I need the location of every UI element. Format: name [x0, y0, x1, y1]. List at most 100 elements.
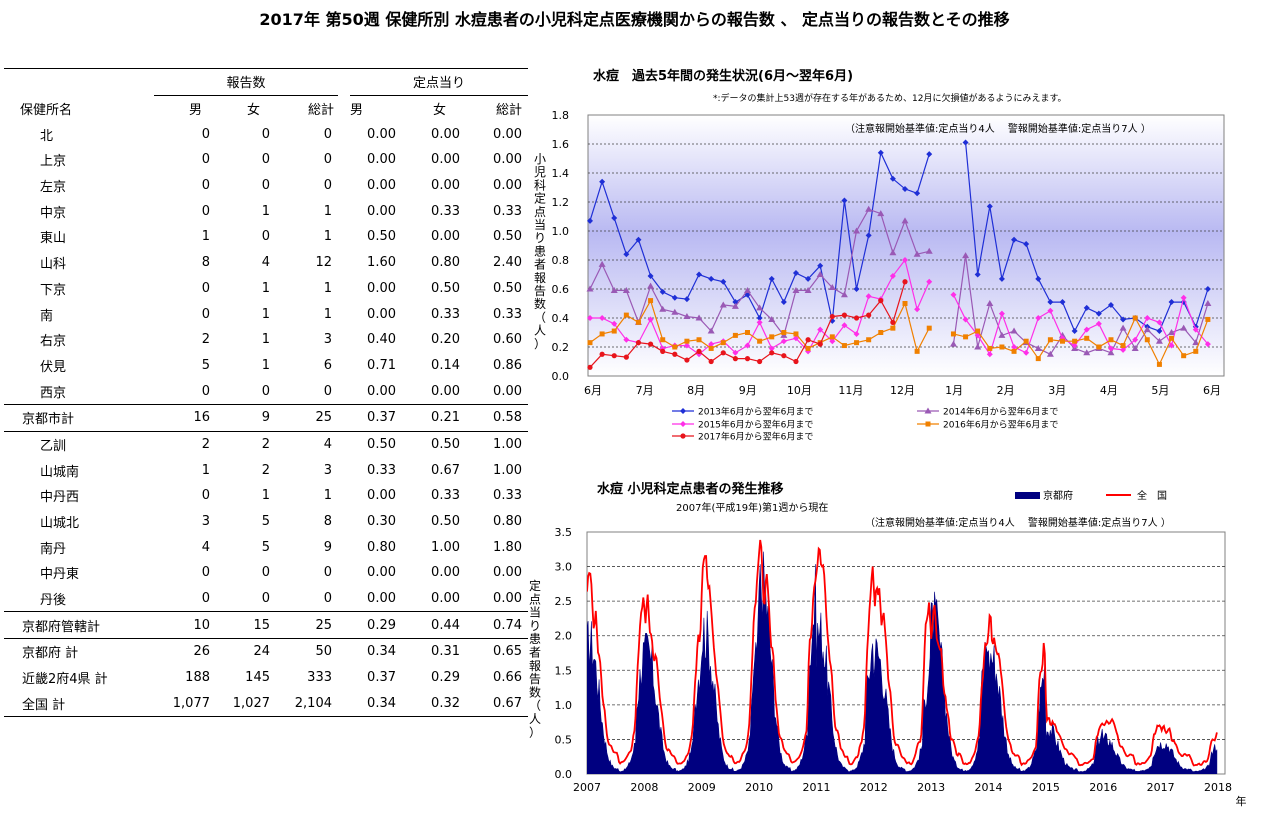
- data-point: [986, 351, 993, 358]
- data-point: [769, 334, 775, 340]
- data-point: [1143, 326, 1151, 333]
- cell-male: 1: [201, 462, 210, 478]
- data-point: [587, 364, 593, 370]
- data-point: [744, 286, 751, 293]
- series-2: [587, 257, 1211, 358]
- data-point: [816, 271, 824, 277]
- cell-per-female: 0.14: [431, 357, 460, 373]
- col-header-female: 女: [246, 103, 260, 119]
- cell-per-male: 0.00: [367, 126, 396, 142]
- table-row: 西京 0 0 0 0.00 0.00 0.00: [4, 378, 528, 404]
- cell-total: 50: [274, 638, 338, 665]
- data-point: [841, 322, 848, 329]
- data-point: [998, 331, 1006, 338]
- data-point: [1071, 342, 1078, 349]
- data-point: [1193, 348, 1199, 354]
- cell-female: 0: [261, 126, 270, 142]
- y-axis-label-char: 人: [534, 324, 546, 338]
- cell-per-male: 0.00: [367, 565, 396, 581]
- table-row: 右京 2 1 3 0.40 0.20 0.60: [4, 327, 528, 353]
- cell-male: 26: [154, 638, 214, 665]
- data-point: [611, 320, 618, 327]
- cell-per-total: 0.33: [493, 203, 522, 219]
- data-point: [1168, 342, 1175, 349]
- x-tick-label: 10月: [787, 384, 812, 397]
- series-4: [587, 279, 908, 370]
- row-name: 全国 計: [4, 690, 154, 718]
- cell-per-female: 0.31: [400, 638, 464, 665]
- row-name: 北: [40, 128, 54, 144]
- y-axis-label-char: 点: [529, 592, 541, 606]
- data-point: [708, 345, 714, 351]
- legend-item: 全 国: [1106, 489, 1167, 502]
- data-point: [1035, 356, 1041, 362]
- data-point: [865, 205, 873, 212]
- y-axis-label-char: 報: [529, 659, 541, 673]
- series-1: [586, 205, 1212, 357]
- cell-total: 0: [323, 126, 332, 142]
- cell-female: 0: [261, 152, 270, 168]
- data-point: [962, 252, 970, 259]
- row-name: 東山: [40, 231, 67, 247]
- cell-male: 0: [201, 203, 210, 219]
- cell-per-total: 0.67: [464, 690, 528, 718]
- data-point: [745, 330, 750, 335]
- legend-label: 2015年6月から翌年6月まで: [698, 419, 813, 431]
- data-point: [1059, 299, 1066, 306]
- data-point: [986, 203, 993, 210]
- data-point: [974, 271, 981, 278]
- data-point: [647, 341, 654, 347]
- y-axis-label-char: （: [529, 699, 541, 713]
- data-point: [659, 288, 666, 295]
- data-point: [587, 315, 593, 321]
- cell-female: 2: [214, 430, 274, 458]
- col-header-name: 保健所名: [20, 102, 73, 118]
- y-axis-label-char: 者: [529, 646, 541, 660]
- data-point: [1034, 344, 1042, 351]
- cell-male: 3: [201, 514, 210, 530]
- data-point: [829, 334, 835, 340]
- cell-per-male: 0.00: [367, 178, 396, 194]
- cell-male: 0: [201, 178, 210, 194]
- data-point: [817, 341, 823, 347]
- cell-per-male: 0.00: [367, 383, 396, 399]
- cell-male: 16: [154, 403, 214, 432]
- row-name: 右京: [40, 334, 67, 350]
- cell-per-total: 0.74: [464, 611, 528, 639]
- legend-item: 2017年6月から翌年6月まで: [672, 431, 813, 443]
- data-point: [708, 341, 715, 348]
- data-point: [1204, 300, 1212, 306]
- data-point: [998, 310, 1005, 317]
- table-row: 東山 1 0 1 0.50 0.00 0.50: [4, 224, 528, 250]
- y-tick-label: 2.0: [555, 630, 573, 643]
- table-row: 乙訓 2 2 4 0.50 0.50 1.00: [4, 430, 528, 458]
- cell-per-total: 0.33: [493, 306, 522, 322]
- series-line: [952, 294, 1209, 356]
- data-point: [889, 175, 896, 182]
- y-axis-label-char: ）: [529, 725, 541, 739]
- data-point: [696, 337, 702, 343]
- data-point: [756, 304, 764, 311]
- data-point: [975, 328, 981, 334]
- data-point: [889, 249, 897, 256]
- data-point: [720, 340, 726, 346]
- data-point: [805, 345, 811, 351]
- y-tick-label: 1.4: [552, 167, 570, 180]
- table-row: 南丹 4 5 9 0.80 1.00 1.80: [4, 534, 528, 560]
- cell-per-female: 0.20: [431, 332, 460, 348]
- data-point: [1023, 241, 1030, 248]
- cell-per-male: 0.00: [367, 280, 396, 296]
- y-tick-label: 0.5: [555, 733, 573, 746]
- x-tick-label: 2月: [997, 384, 1015, 397]
- cell-female: 0: [261, 591, 270, 607]
- data-point: [720, 278, 727, 285]
- x-tick-label: 6月: [1203, 384, 1221, 397]
- data-point: [805, 275, 812, 282]
- data-point: [587, 340, 593, 346]
- y-axis-label-char: （: [534, 310, 546, 324]
- data-point: [1119, 324, 1127, 331]
- data-point: [841, 312, 848, 318]
- data-point: [744, 356, 751, 362]
- group-header-count: 報告数: [154, 68, 338, 96]
- data-point: [949, 340, 957, 347]
